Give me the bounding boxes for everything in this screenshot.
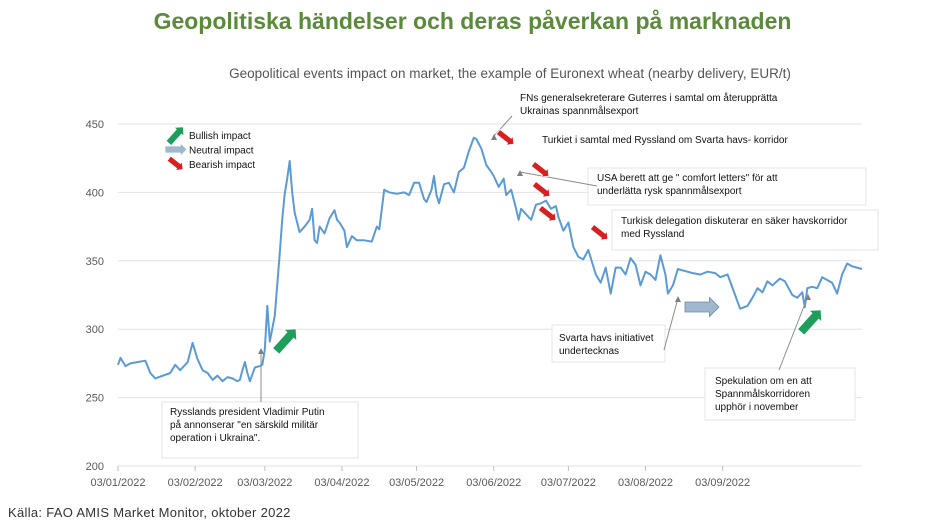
annotation: Turkisk delegation diskuterar en säker h… [621,216,848,240]
annotation-line: upphör i november [715,402,799,413]
y-tick-label: 350 [86,256,104,268]
x-tick-label: 03/05/2022 [389,477,444,489]
wheat-price-line [117,136,863,383]
annotation-box [161,401,359,459]
annotation-box [551,324,666,363]
annotation-leader [663,297,679,351]
annotation-box [587,167,867,206]
annotation-line: underlätta rysk spannmålsexport [597,185,742,197]
chart-title: Geopolitical events impact on market, th… [229,66,791,81]
x-tick-label: 03/09/2022 [695,477,750,489]
bearish-arrow-icon [589,223,609,241]
x-axis-ticks: 03/01/2022 03/02/2022 03/03/2022 03/04/2022… [90,466,750,489]
annotation-line: med Ryssland [621,229,684,240]
annotation-line: Spekulation om en att [715,376,812,387]
annotations: FNs generalsekreterare Guterres i samtal… [170,92,848,444]
neutral-arrow-icon [684,296,720,318]
annotation-line: Svarta havs initiativet [559,333,654,344]
annotation: FNs generalsekreterare Guterres i samtal… [520,92,778,117]
x-tick-label: 03/06/2022 [466,477,521,489]
annotation-line: undertecknas [559,346,619,357]
pointer-icon [675,296,681,302]
bearish-arrow-icon [531,180,551,198]
x-tick-label: 03/03/2022 [237,477,292,489]
annotation-line: USA berett att ge " comfort letters" för… [597,173,778,184]
bullish-arrow-icon [272,328,298,355]
x-tick-label: 03/07/2022 [541,477,596,489]
annotation: Spekulation om en att Spannmålskorridoren… [715,376,812,413]
annotation-line: FNs generalsekreterare Guterres i samtal… [520,92,778,104]
legend: Bullish impact Neutral impact Bearish impa… [164,126,255,172]
x-tick-label: 03/02/2022 [168,477,223,489]
annotation-line: operation i Ukraina". [170,433,260,444]
annotation-boxes [161,167,879,459]
arrow-right-icon [164,141,188,158]
annotation-box [611,209,879,251]
annotation-line: på annonserar "en särskild militär [170,419,319,431]
bearish-arrow-icon [537,204,557,222]
annotation: Turkiet i samtal med Ryssland om Svarta … [542,135,788,146]
bearish-arrow-icon [495,128,515,146]
legend-label: Bullish impact [189,131,251,142]
pointer-icon [805,294,811,300]
y-tick-label: 200 [86,461,104,473]
x-tick-label: 03/01/2022 [90,477,145,489]
annotation: Svarta havs initiativet undertecknas [559,333,654,357]
pointer-icon [491,134,497,140]
slide-title: Geopolitiska händelser och deras påverka… [153,8,792,34]
pointer-icon [258,348,264,354]
annotation-leader [519,171,598,187]
y-axis-ticks: 200 250 300 350 400 450 [86,119,104,473]
legend-label: Bearish impact [189,160,255,171]
source-note: Källa: FAO AMIS Market Monitor, oktober … [8,505,291,520]
annotation-line: Turkisk delegation diskuterar en säker h… [621,216,848,227]
annotation-line: Turkiet i samtal med Ryssland om Svarta … [542,135,788,146]
annotation: USA berett att ge " comfort letters" för… [597,173,778,197]
legend-label: Neutral impact [189,146,254,157]
x-tick-label: 03/04/2022 [314,477,369,489]
bullish-arrow-icon [797,309,823,336]
y-tick-label: 450 [86,119,104,131]
y-tick-label: 250 [86,393,104,405]
y-tick-label: 400 [86,187,104,199]
y-tick-label: 300 [86,324,104,336]
annotation-line: Ukrainas spannmålsexport [520,105,639,117]
annotation-leaders [258,115,811,402]
annotation: Rysslands president Vladimir Putin på ann… [170,407,325,444]
bearish-arrow-icon [530,160,550,178]
x-tick-label: 03/08/2022 [618,477,673,489]
annotation-line: Spannmålskorridoren [715,388,810,400]
arrow-down-right-icon [166,155,184,172]
annotation-line: Rysslands president Vladimir Putin [170,407,325,418]
pointer-icon [517,170,523,176]
impact-arrows [272,128,823,355]
annotation-leader [778,295,809,371]
arrow-up-right-icon [165,126,185,147]
